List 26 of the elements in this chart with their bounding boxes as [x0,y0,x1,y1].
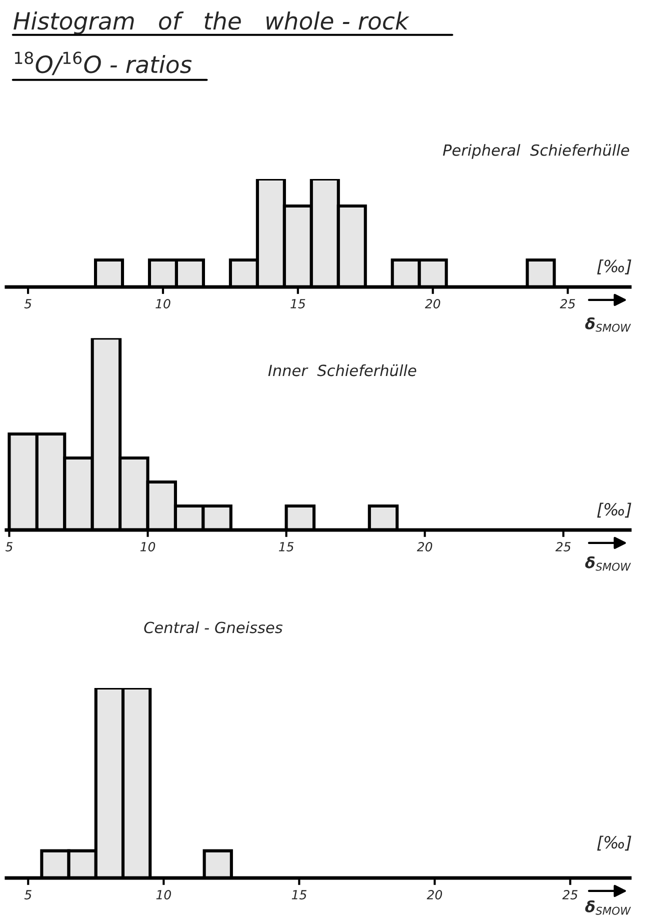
x-axis-title: δ$_{SMOW}$ [585,900,631,915]
x-tick-label: 20 [426,890,442,900]
x-tick-label: 15 [292,890,306,900]
annotation: Inner Schieferhülle [268,364,416,376]
x-tick-label: 5 [24,299,32,308]
x-tick-label: 20 [416,542,432,552]
x-tick-label: 15 [290,299,306,308]
annotation: [‰] [597,259,632,274]
x-axis-title: δ$_{SMOW}$ [585,556,631,571]
text: Central - Gneisses [144,621,283,634]
annotation: [‰] [597,502,632,518]
x-tick-label: 25 [555,542,571,552]
annotation: [‰] [597,836,632,851]
chart-subtitle: $^{18}$O/$^{16}$O - ratios [14,52,192,76]
text: Peripheral Schieferhülle [442,144,630,159]
x-axis-title: δ$_{SMOW}$ [585,317,631,332]
x-tick-label: 25 [562,890,578,900]
chart-title: Histogram of the whole - rock [14,12,410,34]
x-tick-label: 5 [6,542,13,552]
x-tick-label: 20 [424,298,440,308]
x-tick-label: 10 [156,298,170,308]
x-tick-label: 10 [140,542,156,552]
x-tick-label: 5 [24,890,32,900]
x-tick-label: 10 [156,890,171,900]
x-tick-label: 25 [560,298,576,308]
x-tick-label: 15 [278,542,294,552]
